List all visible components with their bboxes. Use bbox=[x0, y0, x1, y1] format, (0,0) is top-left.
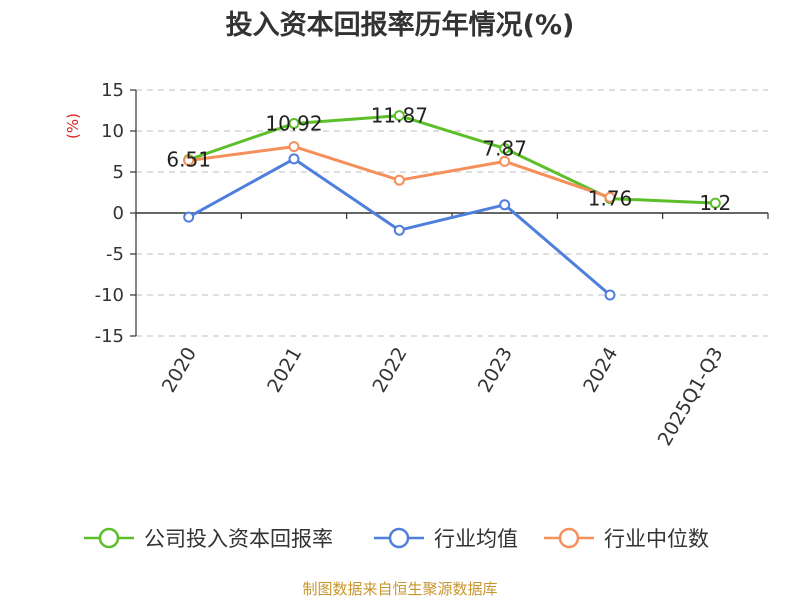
data-point bbox=[288, 153, 300, 165]
y-axis-unit-label: (%) bbox=[64, 113, 82, 139]
series-layer bbox=[183, 110, 721, 301]
legend-item[interactable]: 行业均值 bbox=[374, 527, 518, 551]
x-category-label: 2022 bbox=[368, 344, 411, 397]
data-label: 6.51 bbox=[166, 148, 211, 172]
legend-marker bbox=[98, 527, 120, 549]
y-tick-label: 10 bbox=[101, 121, 124, 142]
data-point bbox=[604, 191, 616, 203]
data-label: 1.2 bbox=[699, 191, 731, 215]
x-category-label: 2021 bbox=[263, 344, 306, 397]
data-point bbox=[499, 199, 511, 211]
series-1 bbox=[183, 153, 616, 301]
axes: 15 10 5 0 -5 -10 -15 2020 2021 2022 2023 2024 2025Q1… bbox=[95, 80, 769, 450]
legend-marker bbox=[388, 527, 410, 549]
data-point bbox=[499, 142, 511, 154]
data-point bbox=[499, 155, 511, 167]
y-tick-label: -5 bbox=[106, 244, 124, 265]
legend-item[interactable]: 公司投入资本回报率 bbox=[84, 527, 333, 551]
legend[interactable]: 公司投入资本回报率 行业均值 行业中位数 bbox=[84, 527, 709, 551]
data-point bbox=[393, 224, 405, 236]
data-label: 7.87 bbox=[482, 136, 527, 160]
legend-item[interactable]: 行业中位数 bbox=[544, 527, 709, 551]
data-label: 1.76 bbox=[588, 187, 633, 211]
y-tick-label: 0 bbox=[113, 203, 124, 224]
chart-title: 投入资本回报率历年情况(%) bbox=[226, 9, 575, 41]
data-point bbox=[393, 110, 405, 122]
x-category-label: 2023 bbox=[474, 344, 517, 397]
legend-marker bbox=[558, 527, 580, 549]
data-label: 10.92 bbox=[265, 111, 322, 135]
legend-label: 公司投入资本回报率 bbox=[144, 527, 333, 551]
data-point bbox=[709, 197, 721, 209]
series-2 bbox=[183, 141, 616, 203]
y-tick-label: 5 bbox=[113, 162, 124, 183]
y-tick-label: -10 bbox=[95, 285, 124, 306]
x-category-label: 2020 bbox=[158, 344, 201, 397]
data-point bbox=[288, 117, 300, 129]
x-category-label: 2025Q1-Q3 bbox=[654, 344, 728, 450]
series-line bbox=[187, 114, 717, 205]
data-point bbox=[183, 155, 195, 167]
data-point bbox=[604, 289, 616, 301]
source-note: 制图数据来自恒生聚源数据库 bbox=[302, 580, 497, 598]
legend-label: 行业中位数 bbox=[604, 527, 709, 551]
y-tick-label: 15 bbox=[101, 80, 124, 101]
x-category-label: 2024 bbox=[579, 344, 622, 397]
y-tick-label: -15 bbox=[95, 326, 124, 347]
data-point bbox=[183, 211, 195, 223]
data-point bbox=[288, 141, 300, 153]
data-label: 11.87 bbox=[371, 104, 428, 128]
data-point bbox=[393, 174, 405, 186]
legend-label: 行业均值 bbox=[434, 527, 518, 551]
data-labels: 6.51 10.92 11.87 7.87 1.76 1.2 bbox=[166, 104, 731, 215]
